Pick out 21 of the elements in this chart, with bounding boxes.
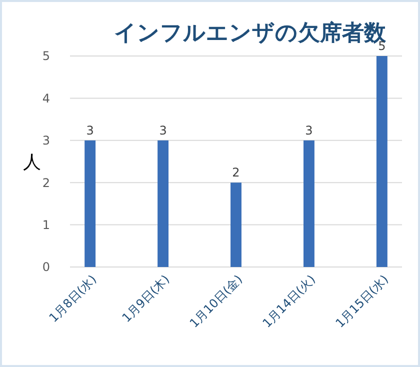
y-tick-label: 1 (42, 218, 50, 232)
y-axis-title: 人 (23, 152, 41, 173)
y-tick-label: 5 (42, 49, 50, 64)
bar (303, 140, 314, 267)
x-tick-label: 1月9日(木) (119, 272, 172, 325)
x-tick-label: 1月15日(水) (332, 272, 392, 330)
bar (376, 56, 388, 267)
data-label: 3 (305, 123, 313, 138)
x-tick-label: 1月8日(水) (46, 272, 100, 325)
bar (84, 140, 96, 267)
y-tick-label: 4 (42, 91, 50, 106)
data-label: 3 (159, 123, 167, 138)
y-tick-label: 2 (42, 176, 50, 190)
y-tick-label: 0 (42, 260, 50, 274)
bar (158, 140, 169, 267)
bar (230, 182, 242, 267)
x-tick-label: 1月14日(火) (260, 272, 318, 330)
data-label: 2 (232, 166, 240, 180)
x-tick-label: 1月10日(金) (186, 272, 246, 330)
y-tick-label: 3 (42, 134, 50, 148)
data-label: 3 (86, 123, 94, 138)
